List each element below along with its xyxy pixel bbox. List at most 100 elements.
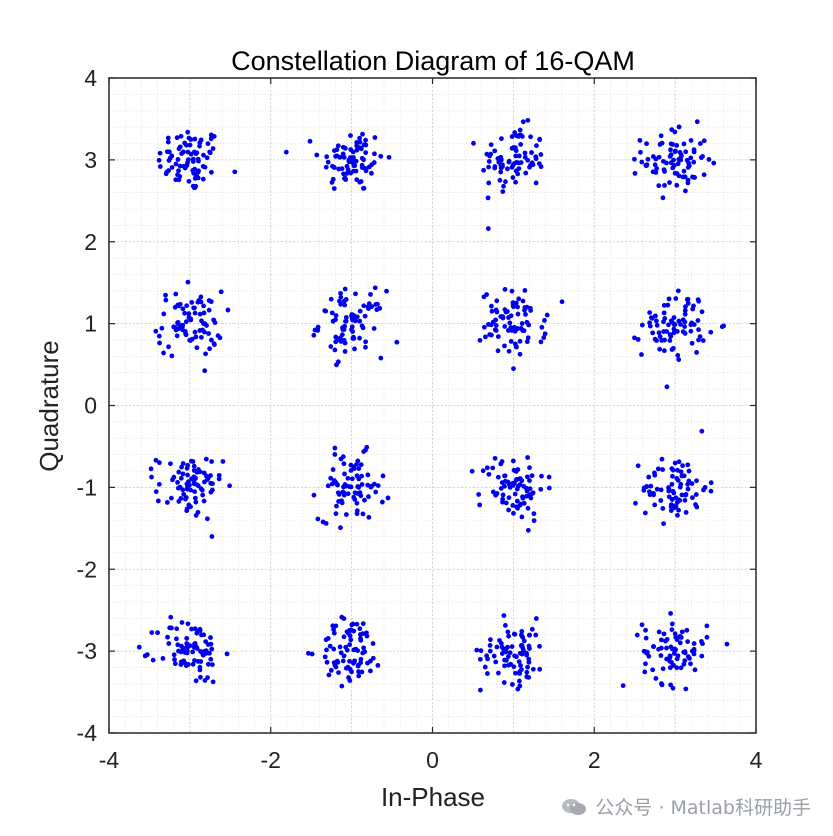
scatter-point (174, 135, 180, 141)
scatter-point (205, 661, 211, 667)
scatter-point (521, 500, 527, 506)
scatter-point (341, 461, 347, 467)
scatter-point (378, 355, 384, 361)
scatter-point (632, 335, 637, 341)
scatter-point (657, 334, 663, 340)
scatter-point (477, 656, 483, 662)
scatter-point (351, 336, 357, 341)
scatter-point (200, 164, 206, 169)
scatter-point (493, 323, 499, 328)
scatter-point (515, 686, 521, 692)
scatter-point (323, 308, 329, 314)
scatter-point (201, 498, 207, 504)
wechat-icon (562, 798, 587, 815)
scatter-point (185, 149, 191, 155)
scatter-point (184, 303, 190, 309)
scatter-point (672, 631, 678, 637)
scatter-point (514, 160, 519, 165)
scatter-point (358, 493, 364, 499)
scatter-point (686, 468, 692, 474)
scatter-point (494, 309, 500, 315)
scatter-point (486, 180, 492, 186)
scatter-point (659, 682, 665, 688)
scatter-point (338, 339, 344, 344)
scatter-point (358, 179, 364, 184)
scatter-point (344, 483, 349, 489)
scatter-point (681, 141, 687, 147)
scatter-point (365, 304, 371, 310)
scatter-point (189, 626, 194, 632)
scatter-point (660, 666, 666, 672)
scatter-point (179, 464, 184, 470)
scatter-point (191, 468, 197, 473)
watermark: 公众号 · Matlab科研助手 (561, 793, 811, 820)
scatter-point (188, 317, 194, 323)
scatter-point (509, 682, 515, 687)
scatter-point (514, 477, 519, 482)
scatter-point (283, 149, 289, 155)
scatter-point (559, 299, 565, 305)
watermark-text: 公众号 · Matlab科研助手 (595, 797, 811, 819)
scatter-point (333, 511, 339, 517)
scatter-point (651, 644, 657, 649)
scatter-point (208, 480, 214, 486)
scatter-point (701, 138, 707, 144)
scatter-point (538, 152, 544, 157)
scatter-point (157, 460, 162, 466)
scatter-point (363, 339, 368, 345)
scatter-point (178, 133, 184, 139)
scatter-point (175, 320, 180, 326)
scatter-point (506, 159, 512, 165)
scatter-point (539, 473, 544, 479)
scatter-point (486, 164, 492, 170)
scatter-point (334, 153, 340, 159)
scatter-point (679, 629, 685, 635)
scatter-point (358, 637, 364, 643)
scatter-point (516, 296, 522, 302)
scatter-point (683, 149, 689, 155)
scatter-point (700, 338, 706, 343)
scatter-point (328, 475, 334, 481)
scatter-point (331, 186, 337, 192)
scatter-point (357, 335, 362, 341)
scatter-point (198, 137, 204, 143)
scatter-point (669, 497, 675, 502)
scatter-point (369, 483, 374, 489)
scatter-point (211, 317, 217, 323)
scatter-point (665, 302, 671, 308)
scatter-point (175, 302, 181, 308)
scatter-point (685, 177, 691, 183)
scatter-point (671, 322, 677, 327)
scatter-point (672, 460, 678, 466)
scatter-point (688, 155, 694, 161)
scatter-point (343, 315, 349, 320)
scatter-point (360, 511, 366, 517)
scatter-point (708, 480, 714, 486)
scatter-point (210, 487, 215, 493)
scatter-point (346, 159, 352, 165)
scatter-point (678, 635, 684, 640)
scatter-point (648, 483, 654, 489)
scatter-point (699, 653, 705, 659)
scatter-point (668, 644, 674, 650)
scatter-point (664, 636, 670, 642)
scatter-point (519, 628, 525, 634)
scatter-point (478, 687, 483, 693)
scatter-point (667, 153, 673, 159)
scatter-point (217, 335, 223, 341)
scatter-point (691, 303, 696, 309)
scatter-point (538, 486, 544, 492)
scatter-point (209, 337, 214, 343)
scatter-point (642, 669, 648, 675)
scatter-point (149, 630, 155, 636)
scatter-point (511, 510, 516, 516)
scatter-point (186, 178, 192, 184)
scatter-point (499, 136, 504, 142)
scatter-point (528, 308, 534, 313)
scatter-point (498, 314, 504, 319)
scatter-point (654, 322, 660, 328)
scatter-point (639, 159, 645, 165)
scatter-point (190, 167, 196, 173)
scatter-point (178, 659, 184, 665)
scatter-point (523, 312, 528, 317)
